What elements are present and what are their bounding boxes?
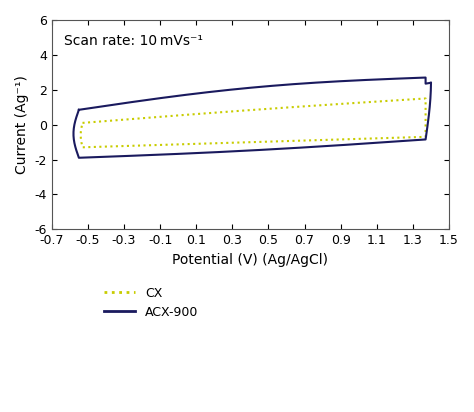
Y-axis label: Current (Ag⁻¹): Current (Ag⁻¹) bbox=[15, 75, 29, 174]
Text: Scan rate: 10 mVs⁻¹: Scan rate: 10 mVs⁻¹ bbox=[64, 34, 203, 48]
X-axis label: Potential (V) (Ag/AgCl): Potential (V) (Ag/AgCl) bbox=[173, 253, 328, 267]
Legend: CX, ACX-900: CX, ACX-900 bbox=[99, 281, 203, 324]
